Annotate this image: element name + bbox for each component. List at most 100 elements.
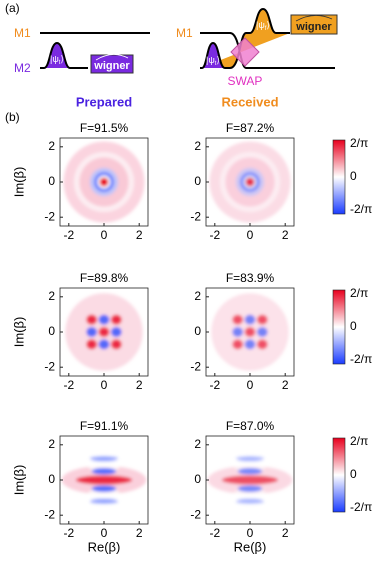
- fidelity-title: F=87.0%: [226, 419, 275, 433]
- meter-arc: [295, 15, 333, 22]
- x-tick-label: 2: [282, 378, 289, 392]
- state-label: |ψt⟩: [50, 54, 64, 65]
- heatmap-body: [207, 456, 293, 504]
- y-tick-label: 2: [48, 139, 55, 153]
- heatmap-body: [209, 141, 291, 223]
- colorbar: [332, 437, 346, 513]
- x-tick-label: 0: [101, 378, 108, 392]
- heatmap: [209, 141, 291, 223]
- wigner-blob: [89, 456, 119, 462]
- colorbar: [332, 139, 346, 215]
- wigner-blob: [91, 468, 117, 475]
- heatmap-body: [63, 141, 145, 223]
- state-label: |ψt⟩: [206, 55, 220, 66]
- wigner-blob: [235, 498, 265, 504]
- wigner-blob: [86, 327, 97, 337]
- x-tick-label: -2: [209, 228, 220, 242]
- colorbar-label: 2/π: [350, 136, 368, 150]
- y-tick-label: 0: [194, 472, 201, 486]
- wigner-label: wigner: [295, 21, 332, 33]
- x-tick-label: 0: [101, 228, 108, 242]
- fidelity-title: F=89.8%: [80, 271, 129, 285]
- wigner-blob: [232, 314, 243, 325]
- wigner-blob: [244, 339, 256, 350]
- wigner-blob: [221, 475, 279, 485]
- heatmap: [207, 456, 293, 504]
- mode-label: M1: [176, 26, 193, 40]
- x-tick-label: 0: [247, 378, 254, 392]
- x-tick-label: -2: [63, 526, 74, 540]
- wigner-blob: [99, 177, 109, 187]
- fidelity-title: F=91.5%: [80, 121, 129, 135]
- x-tick-label: 2: [136, 228, 143, 242]
- column-title: Received: [221, 94, 278, 109]
- wigner-blob: [111, 327, 122, 337]
- wigner-box: [290, 14, 338, 35]
- mode-label: M2: [14, 61, 31, 75]
- colorbar-label: -2/π: [350, 500, 372, 514]
- wigner-blob: [98, 327, 110, 337]
- panel-label: (b): [5, 110, 20, 124]
- colorbar-label: 2/π: [350, 434, 368, 448]
- x-axis-label: Re(β): [234, 539, 267, 554]
- y-tick-label: -2: [190, 359, 201, 373]
- y-tick-label: 2: [194, 289, 201, 303]
- x-axis-label: Re(β): [88, 539, 121, 554]
- wigner-label: wigner: [93, 60, 130, 72]
- y-tick-label: -2: [44, 359, 55, 373]
- wigner-blob: [89, 498, 119, 504]
- wigner-blob: [232, 327, 243, 337]
- y-tick-label: 0: [194, 174, 201, 188]
- x-tick-label: -2: [209, 378, 220, 392]
- x-tick-label: -2: [63, 378, 74, 392]
- wigner-blob: [237, 468, 263, 475]
- colorbar-label: 0: [350, 169, 357, 183]
- wigner-blob: [257, 314, 268, 325]
- column-title: Prepared: [76, 94, 132, 109]
- fidelity-title: F=91.1%: [80, 419, 129, 433]
- wigner-blob: [86, 314, 97, 325]
- heatmap: [61, 456, 147, 504]
- y-tick-label: -2: [190, 507, 201, 521]
- y-tick-label: -2: [44, 209, 55, 223]
- x-tick-label: -2: [63, 228, 74, 242]
- y-tick-label: 2: [194, 437, 201, 451]
- x-tick-label: 2: [136, 526, 143, 540]
- heatmap: [65, 293, 143, 371]
- x-tick-label: 0: [101, 526, 108, 540]
- colorbar-label: 2/π: [350, 286, 368, 300]
- fidelity-title: F=83.9%: [226, 271, 275, 285]
- y-tick-label: -2: [190, 209, 201, 223]
- wigner-blob: [244, 314, 256, 325]
- colorbar-label: -2/π: [350, 352, 372, 366]
- x-tick-label: 2: [136, 378, 143, 392]
- mode-label: M1: [14, 26, 31, 40]
- heatmap-body: [61, 456, 147, 504]
- plots: F=91.5% -2 -2 0 0 2 2 F=87.2% -2 -2 0 0 2 2 Im(β) 2/π 0 -…: [11, 121, 372, 554]
- x-tick-label: 2: [282, 228, 289, 242]
- wigner-blob: [244, 327, 256, 337]
- x-tick-label: 0: [247, 526, 254, 540]
- wigner-blob: [245, 177, 255, 187]
- wigner-blob: [257, 327, 268, 337]
- x-tick-label: -2: [209, 526, 220, 540]
- swap-gate: [230, 37, 260, 67]
- wigner-blob: [111, 314, 122, 325]
- y-tick-label: 2: [48, 289, 55, 303]
- y-tick-label: -2: [44, 507, 55, 521]
- x-tick-label: 0: [247, 228, 254, 242]
- pulse: [40, 41, 88, 69]
- swap-label: SWAP: [228, 74, 263, 88]
- y-axis-label: Im(β): [11, 167, 26, 198]
- wigner-blob: [75, 475, 133, 485]
- state-label: |ψf⟩: [256, 20, 270, 31]
- panel-label: (a): [5, 1, 20, 15]
- pulse: [202, 43, 225, 68]
- meter-arc: [95, 54, 129, 61]
- wigner-blob: [235, 456, 265, 462]
- wigner-blob: [232, 339, 243, 350]
- wigner-blob: [86, 339, 97, 350]
- y-tick-label: 2: [48, 437, 55, 451]
- colorbar-label: -2/π: [350, 202, 372, 216]
